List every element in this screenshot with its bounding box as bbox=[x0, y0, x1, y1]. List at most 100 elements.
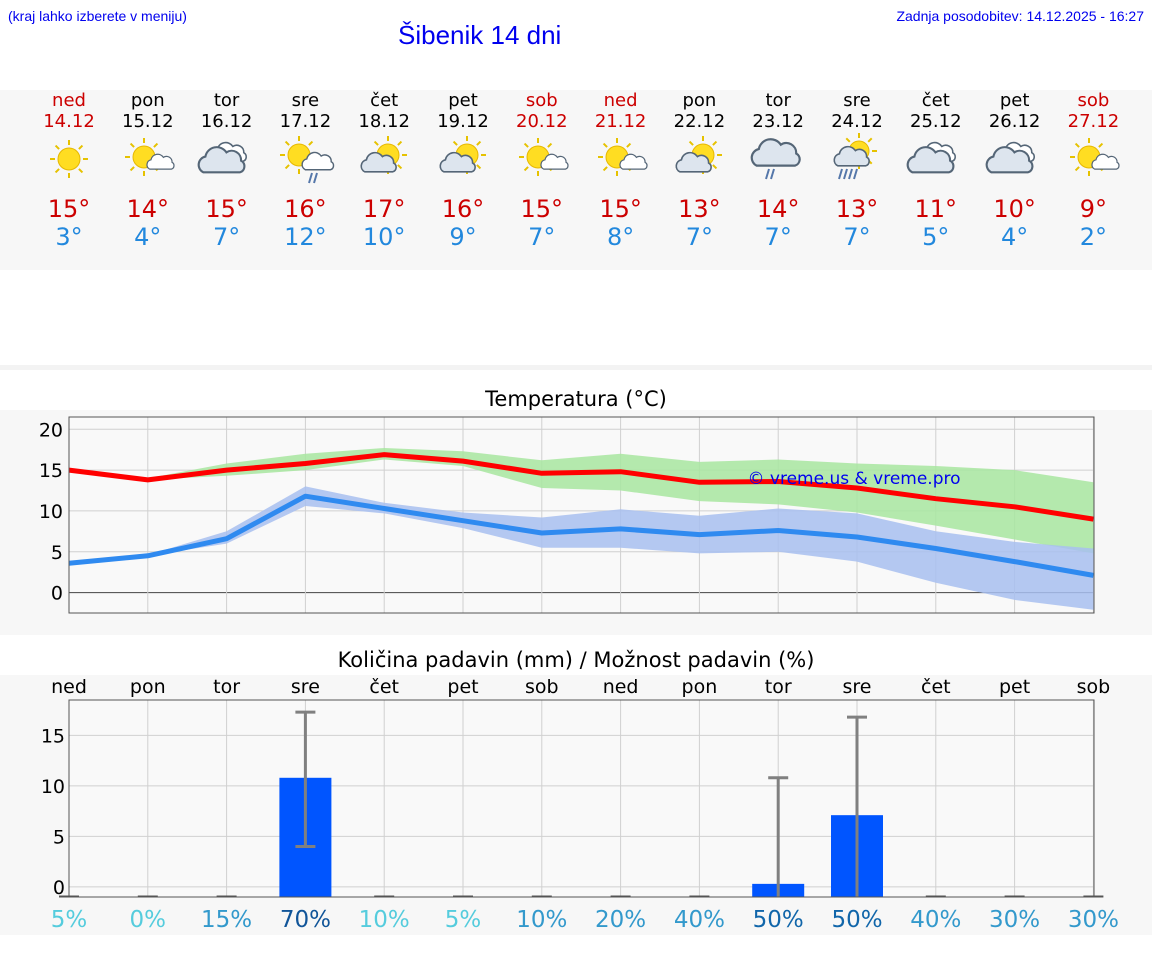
precipitation-probability: 40% bbox=[910, 907, 961, 933]
clouds-icon bbox=[197, 141, 247, 174]
day-name: čet bbox=[370, 90, 399, 111]
max-temperature: 10° bbox=[993, 195, 1036, 223]
max-temperature: 15° bbox=[599, 195, 642, 223]
y-tick-label: 10 bbox=[39, 501, 63, 523]
precipitation-probability: 0% bbox=[130, 907, 167, 933]
min-temperature: 2° bbox=[1079, 223, 1108, 251]
day-label: pon bbox=[130, 676, 166, 698]
day-column: pet 19.12 16° 9° bbox=[423, 90, 503, 251]
day-column: pon 15.12 14° 4° bbox=[108, 90, 188, 251]
day-date: 21.12 bbox=[594, 111, 647, 132]
day-date: 18.12 bbox=[358, 111, 410, 132]
plot-area bbox=[68, 699, 1095, 898]
day-name: ned bbox=[603, 90, 638, 111]
day-date: 27.12 bbox=[1067, 111, 1120, 132]
day-label: sre bbox=[843, 676, 872, 698]
y-tick-label: 15 bbox=[39, 460, 63, 482]
max-temperature: 15° bbox=[520, 195, 564, 223]
precipitation-probability: 10% bbox=[359, 907, 410, 933]
precipitation-probability: 15% bbox=[201, 907, 252, 933]
daily-forecast-strip: ned 14.12 15° 3° pon 15.12 14° 4° tor 16.12 15° 7° s… bbox=[0, 90, 1152, 270]
day-name: pon bbox=[682, 90, 717, 111]
min-temperature: 7° bbox=[528, 223, 556, 251]
y-tick-label: 0 bbox=[51, 583, 63, 605]
max-temperature: 16° bbox=[441, 195, 485, 223]
precipitation-chart: ned pon tor sre čet pet sob ned pon tor sre čet pet s… bbox=[41, 676, 1119, 933]
day-column: sob 20.12 15° 7° bbox=[502, 90, 582, 251]
day-label: tor bbox=[765, 676, 792, 698]
precipitation-probability: 5% bbox=[445, 907, 482, 933]
min-temperature: 7° bbox=[843, 223, 871, 251]
day-date: 17.12 bbox=[279, 111, 332, 132]
day-name: sre bbox=[843, 90, 871, 111]
max-temperature: 14° bbox=[756, 195, 800, 223]
last-updated: Zadnja posodobitev: 14.12.2025 - 16:27 bbox=[896, 8, 1144, 24]
precipitation-probability: 50% bbox=[831, 907, 882, 933]
cloud-sun-icon bbox=[439, 136, 486, 174]
max-temperature: 9° bbox=[1079, 195, 1108, 223]
min-temperature: 7° bbox=[764, 223, 792, 251]
day-label: čet bbox=[921, 676, 951, 698]
day-name: sre bbox=[291, 90, 320, 111]
day-name: sob bbox=[1077, 90, 1110, 111]
min-temperature: 4° bbox=[134, 223, 162, 251]
day-label: pon bbox=[682, 676, 718, 698]
day-date: 15.12 bbox=[122, 111, 174, 132]
day-column: pet 26.12 10° 4° bbox=[975, 90, 1055, 251]
sun-cloud-icon bbox=[597, 138, 648, 176]
day-label: čet bbox=[369, 676, 399, 698]
temperature-chart-panel: 0 5 10 15 20 © vreme.us & vreme.pro bbox=[0, 410, 1152, 635]
max-temperature: 13° bbox=[678, 195, 721, 223]
day-label: sre bbox=[291, 676, 320, 698]
section-divider bbox=[0, 365, 1152, 370]
location-menu-hint[interactable]: (kraj lahko izberete v meniju) bbox=[8, 8, 187, 24]
day-label: pet bbox=[999, 676, 1030, 698]
day-name: pet bbox=[448, 90, 478, 111]
min-temperature: 4° bbox=[1000, 223, 1029, 251]
day-date: 23.12 bbox=[752, 111, 804, 132]
max-temperature-line bbox=[68, 452, 1094, 522]
sun-cloud-rain-icon bbox=[280, 136, 335, 184]
day-column: ned 21.12 15° 8° bbox=[581, 90, 661, 251]
day-name: tor bbox=[213, 90, 240, 111]
precipitation-probability: 70% bbox=[280, 907, 331, 933]
y-tick-label: 20 bbox=[39, 419, 63, 441]
plot-border bbox=[68, 416, 1095, 614]
day-name: sob bbox=[525, 90, 558, 111]
min-temperature: 7° bbox=[685, 223, 714, 251]
precipitation-probability: 20% bbox=[595, 907, 646, 933]
clouds-rain-icon bbox=[750, 138, 801, 180]
max-temperature: 16° bbox=[284, 195, 327, 223]
precipitation-probability: 10% bbox=[516, 907, 567, 933]
page-title: Šibenik 14 dni bbox=[398, 20, 562, 50]
day-column: tor 16.12 15° 7° bbox=[187, 90, 267, 251]
day-date: 20.12 bbox=[516, 111, 568, 132]
max-temperature: 15° bbox=[205, 195, 248, 223]
y-tick-label: 5 bbox=[53, 826, 65, 848]
day-date: 22.12 bbox=[673, 111, 726, 132]
day-label: sob bbox=[525, 676, 559, 698]
max-temperature: 11° bbox=[914, 195, 958, 223]
cloud-sun-icon bbox=[360, 136, 408, 174]
max-temperature: 14° bbox=[126, 195, 170, 223]
day-label: tor bbox=[213, 676, 240, 698]
day-name: pon bbox=[130, 90, 165, 111]
temperature-chart: 0 5 10 15 20 © vreme.us & vreme.pro bbox=[39, 416, 1095, 614]
day-label: ned bbox=[51, 676, 87, 698]
min-temperature: 10° bbox=[362, 223, 406, 251]
day-column: sre 24.12 13° 7° bbox=[817, 90, 897, 251]
day-date: 19.12 bbox=[437, 111, 489, 132]
day-column: sre 17.12 16° 12° bbox=[265, 90, 345, 251]
day-name: pet bbox=[999, 90, 1030, 111]
temperature-chart-title: Temperatura (°C) bbox=[485, 387, 667, 411]
day-column: čet 25.12 11° 5° bbox=[896, 90, 976, 251]
day-date: 16.12 bbox=[200, 111, 253, 132]
sun-cloud-icon bbox=[124, 138, 175, 176]
min-temperature: 9° bbox=[449, 223, 477, 251]
precipitation-probability: 30% bbox=[1068, 907, 1119, 933]
sun-cloud-heavy-rain-icon bbox=[833, 133, 877, 180]
sun-cloud-icon bbox=[518, 138, 569, 176]
precipitation-chart-panel: ned pon tor sre čet pet sob ned pon tor sre čet pet s… bbox=[0, 675, 1152, 935]
min-temperature: 12° bbox=[284, 223, 327, 251]
min-temperature: 8° bbox=[606, 223, 635, 251]
